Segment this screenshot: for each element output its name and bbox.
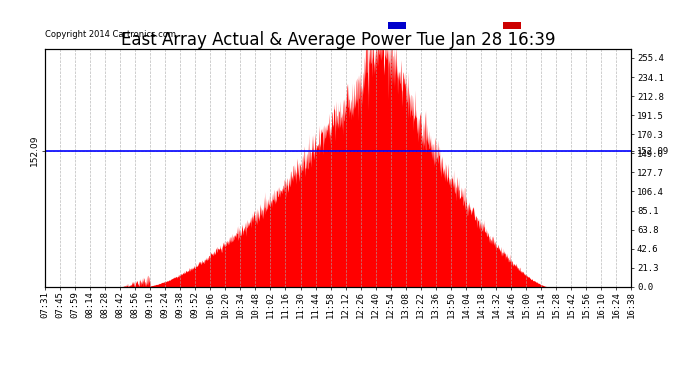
Title: East Array Actual & Average Power Tue Jan 28 16:39: East Array Actual & Average Power Tue Ja… — [121, 31, 555, 49]
Text: Copyright 2014 Cartronics.com: Copyright 2014 Cartronics.com — [45, 30, 176, 39]
Legend: Average  (DC Watts), East Array  (DC Watts): Average (DC Watts), East Array (DC Watts… — [386, 20, 627, 33]
